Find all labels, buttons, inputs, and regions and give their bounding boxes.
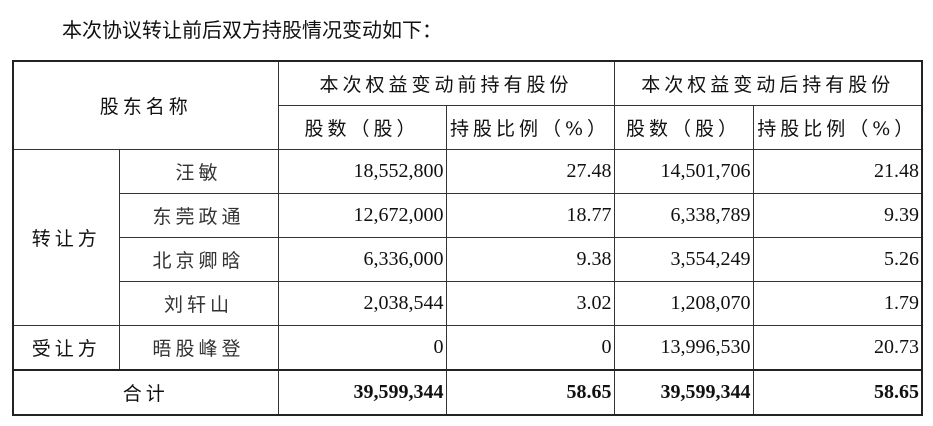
total-label: 合计 (12, 369, 279, 416)
after-ratio: 21.48 (752, 149, 923, 194)
table-row: 受让方 晤股峰登 0 0 13,996,530 20.73 (12, 325, 923, 371)
table-row: 东莞政通 12,672,000 18.77 6,338,789 9.39 (13, 193, 923, 238)
before-ratio: 9.38 (445, 237, 615, 282)
header-after: 本次权益变动后持有股份 (613, 60, 923, 106)
shareholder-name: 北京卿晗 (118, 237, 279, 282)
before-shares: 0 (277, 325, 447, 371)
total-after-shares: 39,599,344 (613, 369, 754, 416)
group-transferor: 转让方 (12, 149, 120, 326)
before-ratio: 3.02 (445, 281, 615, 326)
after-shares: 14,501,706 (613, 149, 754, 194)
total-after-ratio: 58.65 (752, 369, 923, 416)
shareholder-name: 晤股峰登 (118, 325, 279, 371)
header-name: 股东名称 (12, 60, 279, 150)
after-shares: 13,996,530 (613, 325, 754, 371)
total-row: 合计 39,599,344 58.65 39,599,344 58.65 (12, 369, 923, 416)
header-before: 本次权益变动前持有股份 (277, 60, 615, 106)
shareholder-name: 东莞政通 (118, 193, 279, 238)
shareholding-table: 股东名称 本次权益变动前持有股份 本次权益变动后持有股份 股数（股） 持股比例（… (12, 60, 923, 416)
after-shares: 6,338,789 (613, 193, 754, 238)
table-row: 刘轩山 2,038,544 3.02 1,208,070 1.79 (13, 281, 923, 326)
before-shares: 6,336,000 (277, 237, 447, 282)
after-ratio: 1.79 (752, 281, 923, 326)
after-ratio: 9.39 (752, 193, 923, 238)
shareholder-name: 汪敏 (118, 149, 279, 194)
header-after-shares: 股数（股） (613, 105, 754, 150)
before-shares: 12,672,000 (277, 193, 447, 238)
before-shares: 18,552,800 (277, 149, 447, 194)
after-shares: 1,208,070 (613, 281, 754, 326)
before-shares: 2,038,544 (277, 281, 447, 326)
table-row: 转让方 汪敏 18,552,800 27.48 14,501,706 21.48 (12, 149, 923, 326)
before-ratio: 0 (445, 325, 615, 371)
before-ratio: 18.77 (445, 193, 615, 238)
shareholder-name: 刘轩山 (118, 281, 279, 326)
header-after-ratio: 持股比例（%） (752, 105, 923, 150)
after-shares: 3,554,249 (613, 237, 754, 282)
header-before-shares: 股数（股） (277, 105, 447, 150)
intro-text: 本次协议转让前后双方持股情况变动如下： (62, 18, 442, 42)
total-before-shares: 39,599,344 (277, 369, 447, 416)
header-before-ratio: 持股比例（%） (445, 105, 615, 150)
table-row: 北京卿晗 6,336,000 9.38 3,554,249 5.26 (13, 237, 923, 282)
total-before-ratio: 58.65 (445, 369, 615, 416)
after-ratio: 5.26 (752, 237, 923, 282)
group-transferee: 受让方 (12, 325, 120, 371)
before-ratio: 27.48 (445, 149, 615, 194)
after-ratio: 20.73 (752, 325, 923, 371)
